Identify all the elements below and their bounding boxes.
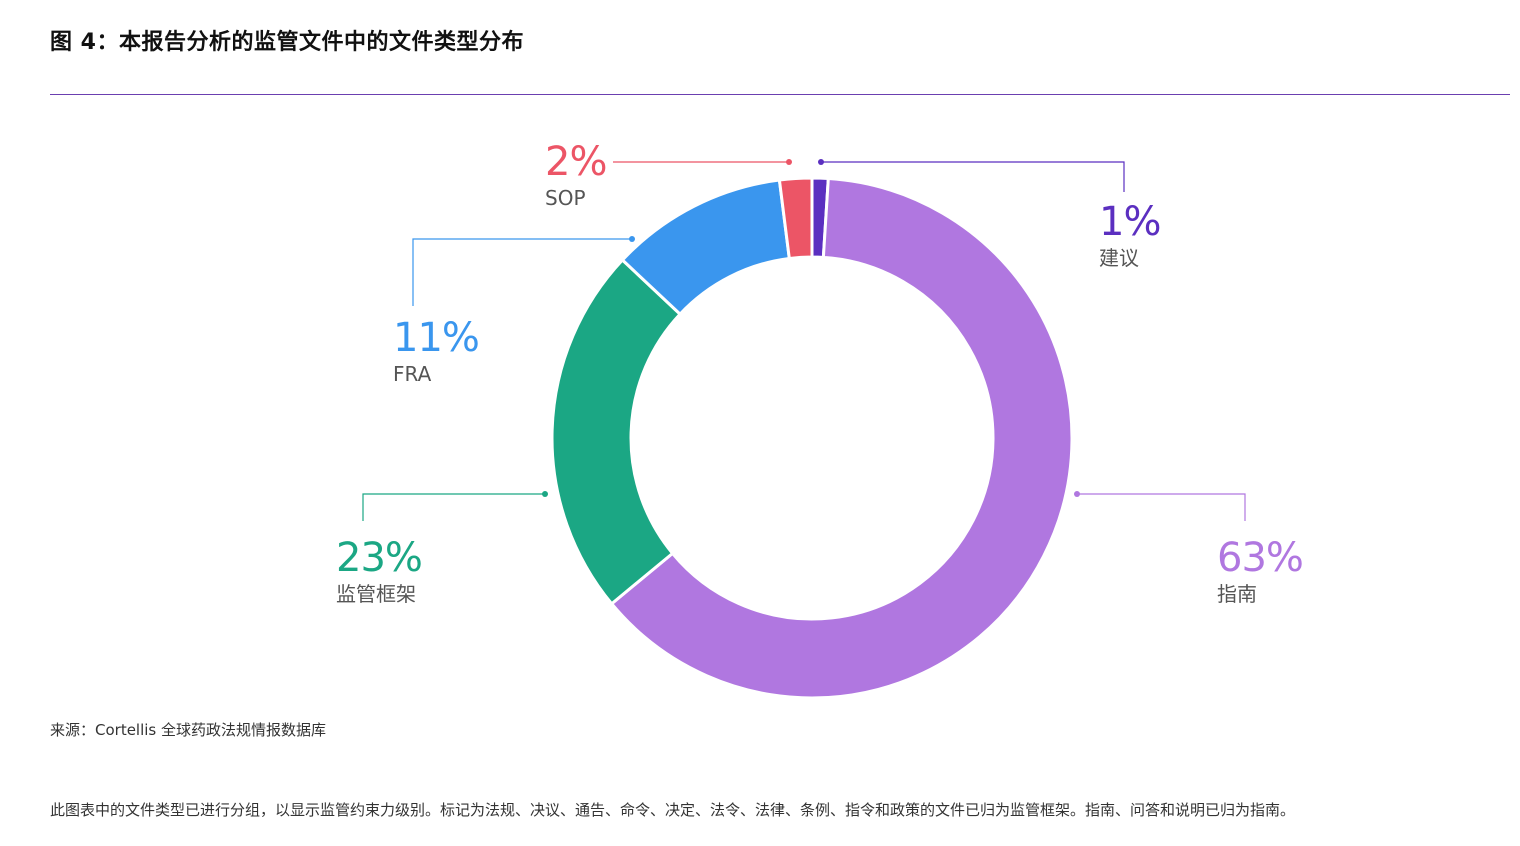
donut-segment [777,176,814,261]
advice-percent: 1% [1099,199,1161,245]
label-fra: 11% FRA [393,315,480,386]
donut-segment [609,176,1074,700]
label-guidance: 63% 指南 [1217,535,1304,606]
leader-lines [362,159,1246,521]
leader-fra [412,238,632,306]
title-divider [50,94,1510,95]
advice-name: 建议 [1099,246,1139,270]
sop-percent: 2% [545,139,607,185]
framework-name: 监管框架 [336,582,416,606]
framework-percent: 23% [336,535,423,581]
footnote: 此图表中的文件类型已进行分组，以显示监管约束力级别。标记为法规、决议、通告、命令… [50,801,1296,819]
label-advice: 1% 建议 [1099,199,1161,270]
leader-framework [362,493,545,521]
chart-title: 图 4：本报告分析的监管文件中的文件类型分布 [50,30,524,55]
fra-name: FRA [393,362,432,386]
guidance-percent: 63% [1217,535,1304,581]
donut-segments [550,176,1074,700]
sop-name: SOP [545,186,586,210]
leader-guidance [1077,493,1246,521]
source-note: 来源：Cortellis 全球药政法规情报数据库 [50,721,327,739]
label-sop: 2% SOP [545,139,607,210]
label-framework: 23% 监管框架 [336,535,423,606]
leader-advice [821,161,1125,192]
guidance-name: 指南 [1217,582,1257,606]
donut-segment [550,257,683,606]
fra-percent: 11% [393,315,480,361]
